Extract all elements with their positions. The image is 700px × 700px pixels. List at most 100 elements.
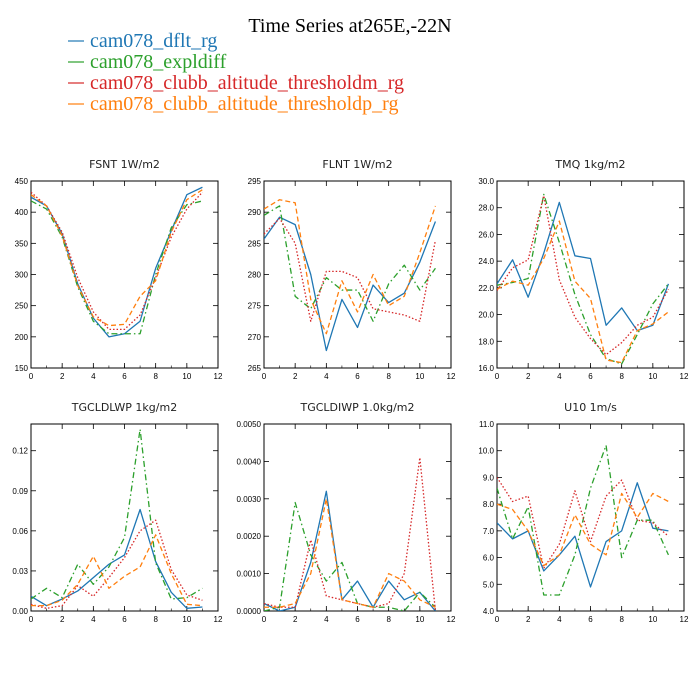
legend-label: cam078_expldiff [90,51,227,73]
y-tick-label: 24.0 [478,257,494,266]
x-tick-label: 10 [415,372,424,381]
legend-label: cam078_dflt_rg [90,30,217,52]
series-line-cam078_expldiff [264,501,436,611]
x-tick-label: 8 [386,372,391,381]
x-tick-label: 4 [324,615,329,624]
plot-frame [496,423,685,612]
series-line-cam078_clubb_altitude_thresholdp_rg [31,534,203,607]
x-tick-label: 8 [619,615,624,624]
x-tick-label: 10 [648,615,657,624]
x-tick-label: 12 [680,372,689,381]
y-tick-label: 6.0 [483,554,495,563]
y-tick-label: 26.0 [478,230,494,239]
x-tick-label: 6 [588,615,593,624]
figure-title: Time Series at265E,-22N [248,15,451,37]
x-tick-label: 12 [447,372,456,381]
x-tick-label: 2 [526,615,531,624]
y-tick-label: 0.0010 [237,570,262,579]
y-tick-label: 9.0 [483,473,495,482]
series-line-cam078_clubb_altitude_thresholdm_rg [497,477,669,569]
y-tick-label: 20.0 [478,311,494,320]
series-line-cam078_clubb_altitude_thresholdp_rg [31,189,203,327]
x-tick-label: 10 [648,372,657,381]
y-tick-label: 0.0040 [237,457,262,466]
x-tick-label: 0 [29,372,34,381]
chart-panel-5: TGCLDIWP 1.0kg/m2 0 2 4 6 8 10 12 0.0000 0.0010 0.… [237,401,456,624]
x-tick-label: 4 [324,372,329,381]
y-tick-label: 11.0 [479,420,495,429]
panel-title: TMQ 1kg/m2 [554,158,625,171]
chart-panel-3: TMQ 1kg/m2 0 2 4 6 8 10 12 16.0 18.0 20.0 22.0 24.0 2… [478,158,689,381]
y-tick-label: 0.03 [12,567,28,576]
x-tick-label: 6 [355,615,360,624]
y-tick-label: 270 [248,333,262,342]
x-tick-label: 2 [293,372,298,381]
series-line-cam078_dflt_rg [264,490,436,611]
y-tick-label: 250 [15,302,29,311]
plot-frame [30,180,219,369]
y-tick-label: 400 [15,208,29,217]
x-tick-label: 4 [557,615,562,624]
y-tick-label: 0.09 [12,487,28,496]
chart-panel-6: U10 1m/s 0 2 4 6 8 10 12 4.0 5.0 6.0 7.0 8.0 9.0 10.0 1… [478,401,689,624]
legend-entry: cam078_clubb_altitude_thresholdp_rg [68,93,398,115]
series-line-cam078_dflt_rg [497,201,670,332]
legend-entry: cam078_clubb_altitude_thresholdm_rg [68,72,404,94]
x-tick-label: 6 [122,615,127,624]
x-tick-label: 2 [60,372,65,381]
chart-panel-2: FLNT 1W/m2 0 2 4 6 8 10 12 265 270 275 280 285 290 295 [248,158,456,381]
y-tick-label: 280 [248,271,262,280]
panel-title: TGCLDLWP 1kg/m2 [71,401,177,414]
legend-entry: cam078_dflt_rg [68,30,217,52]
x-tick-label: 10 [182,372,191,381]
panel-title: TGCLDIWP 1.0kg/m2 [299,401,414,414]
series-line-cam078_clubb_altitude_thresholdm_rg [497,195,669,356]
x-tick-label: 10 [415,615,424,624]
series-line-cam078_dflt_rg [31,186,203,338]
x-tick-label: 10 [182,615,191,624]
y-tick-label: 300 [15,271,29,280]
plot-frame [263,180,452,369]
plot-frame [496,180,685,369]
y-tick-label: 0.0030 [237,495,262,504]
x-tick-label: 8 [153,615,158,624]
x-tick-label: 0 [495,615,500,624]
x-tick-label: 12 [680,615,689,624]
series-group [264,457,437,611]
x-tick-label: 0 [29,615,34,624]
x-tick-label: 8 [386,615,391,624]
y-tick-label: 30.0 [478,177,494,186]
y-tick-label: 200 [15,333,29,342]
y-tick-label: 7.0 [483,527,495,536]
x-tick-label: 8 [619,372,624,381]
y-tick-label: 0.00 [12,607,28,616]
y-tick-label: 290 [248,208,262,217]
series-group [31,428,203,609]
y-tick-label: 16.0 [478,364,494,373]
x-tick-label: 6 [355,372,360,381]
chart-panel-4: TGCLDLWP 1kg/m2 0 2 4 6 8 10 12 0.00 0.03 0.06 0.09… [12,401,223,624]
series-line-cam078_dflt_rg [264,216,437,352]
series-line-cam078_expldiff [264,205,436,322]
x-tick-label: 4 [557,372,562,381]
series-line-cam078_clubb_altitude_thresholdp_rg [497,492,669,567]
x-tick-label: 0 [262,615,267,624]
series-line-cam078_clubb_altitude_thresholdm_rg [31,191,203,331]
y-tick-label: 18.0 [478,337,494,346]
y-tick-label: 295 [248,177,262,186]
y-tick-label: 150 [15,364,29,373]
x-tick-label: 0 [495,372,500,381]
y-tick-label: 10.0 [478,447,494,456]
series-line-cam078_dflt_rg [497,482,669,588]
plot-frame [30,423,219,612]
series-group [31,186,203,338]
series-line-cam078_clubb_altitude_thresholdm_rg [264,217,437,322]
y-tick-label: 0.12 [12,447,28,456]
x-tick-label: 4 [91,372,96,381]
x-tick-label: 4 [91,615,96,624]
y-tick-label: 275 [248,302,262,311]
y-tick-label: 0.06 [12,527,28,536]
y-tick-label: 285 [248,239,262,248]
series-group [497,444,670,596]
